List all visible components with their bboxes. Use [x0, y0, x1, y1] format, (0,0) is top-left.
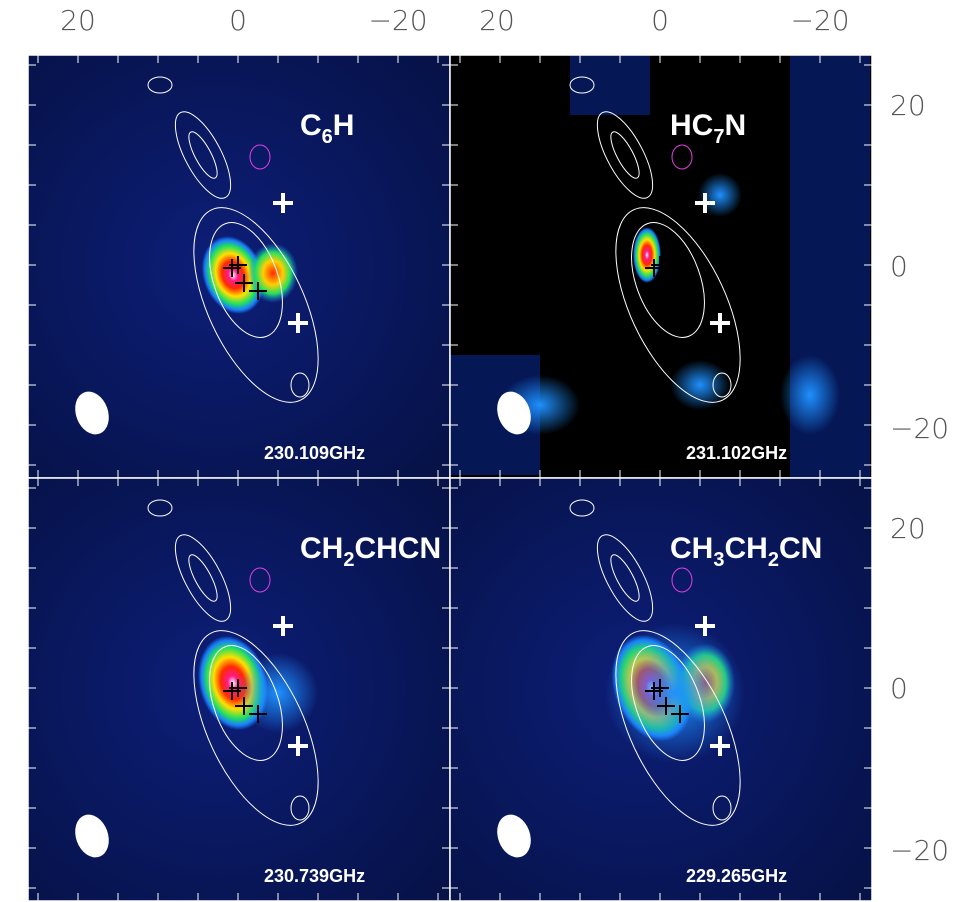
contour: [193, 207, 319, 403]
label-part: N: [724, 109, 746, 142]
label-part: 2: [768, 549, 779, 571]
panel-border: [449, 477, 873, 902]
noise: [570, 55, 650, 115]
right-tick-label: −20: [890, 412, 949, 445]
label-part: 7: [713, 126, 724, 148]
top-tick-label: 0: [651, 4, 669, 37]
frequency: 230.109GHz: [264, 443, 365, 463]
frequency: 229.265GHz: [686, 866, 787, 886]
map-panel: CH2CHCN 230.739GHz: [27, 477, 451, 902]
contour-magenta: [249, 567, 271, 593]
right-tick-label: 20: [890, 89, 926, 122]
contour-magenta: [671, 144, 693, 170]
label-part: CN: [779, 532, 822, 565]
right-tick-label: −20: [890, 834, 949, 867]
right-tick-label: 20: [890, 512, 926, 545]
map-image: [450, 55, 872, 478]
contour: [596, 111, 654, 199]
right-tick-label: 0: [890, 250, 908, 283]
contour: [610, 131, 640, 179]
emission: [605, 623, 745, 763]
contour: [610, 554, 640, 602]
contour: [188, 131, 218, 179]
label-part: CH: [300, 532, 343, 565]
map-image: [450, 478, 872, 901]
contour: [290, 795, 310, 821]
contour: [174, 534, 232, 622]
contour: [596, 534, 654, 622]
contour: [188, 554, 218, 602]
contour: [615, 630, 741, 826]
top-tick-label: 20: [479, 4, 515, 37]
contour: [147, 76, 173, 94]
contour: [569, 76, 595, 94]
label-part: CHCN: [354, 532, 441, 565]
beam: [497, 391, 531, 435]
contour: [193, 630, 319, 826]
emission: [248, 243, 298, 303]
emission: [780, 355, 840, 435]
contour: [569, 499, 595, 517]
contour: [209, 645, 283, 761]
map-panel: HC7N 231.102GHz: [449, 54, 873, 479]
contour: [209, 222, 283, 338]
top-tick-label: 0: [229, 4, 247, 37]
beam: [75, 814, 109, 858]
contour: [712, 795, 732, 821]
molecule-label: HC7N: [670, 109, 746, 148]
contour: [631, 645, 705, 761]
label-part: H: [333, 109, 355, 142]
frequency: 231.102GHz: [686, 443, 787, 463]
map-image: [28, 55, 450, 478]
top-tick-label: −20: [368, 4, 427, 37]
label-part: CH: [724, 532, 767, 565]
label-part: CH: [670, 532, 713, 565]
top-tick-label: −20: [790, 4, 849, 37]
contour: [615, 207, 741, 403]
contour-magenta: [249, 144, 271, 170]
label-part: HC: [670, 109, 713, 142]
frequency: 230.739GHz: [264, 866, 365, 886]
label-part: 2: [343, 549, 354, 571]
contour: [147, 499, 173, 517]
top-tick-label: 20: [60, 4, 96, 37]
contour: [290, 372, 310, 398]
map-image: [28, 478, 450, 901]
map-panel: C6H 230.109GHz: [27, 54, 451, 479]
emission: [670, 360, 730, 410]
emission: [633, 227, 661, 283]
beam: [497, 814, 531, 858]
molecule-label: C6H: [300, 109, 354, 148]
right-tick-label: 0: [890, 672, 908, 705]
label-part: C: [300, 109, 322, 142]
label-part: 6: [322, 126, 333, 148]
emission: [238, 653, 318, 733]
label-part: 3: [713, 549, 724, 571]
molecule-label: CH2CHCN: [300, 532, 441, 571]
contour: [631, 222, 705, 338]
beam: [75, 391, 109, 435]
contour-magenta: [671, 567, 693, 593]
contour: [174, 111, 232, 199]
molecule-label: CH3CH2CN: [670, 532, 822, 571]
emission: [698, 173, 742, 217]
contour: [712, 372, 732, 398]
